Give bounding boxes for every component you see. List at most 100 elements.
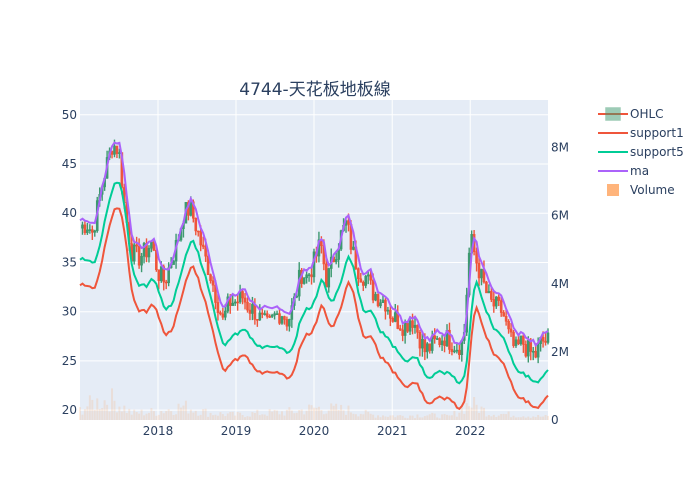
- volume-bar: [140, 409, 143, 420]
- volume-bar: [150, 408, 153, 420]
- volume-bar: [143, 415, 146, 420]
- volume-bar: [386, 416, 389, 420]
- volume-bar: [162, 413, 165, 420]
- candle-body: [273, 313, 276, 316]
- volume-bar: [216, 415, 219, 420]
- y-tick-label: 45: [62, 157, 77, 171]
- volume-bar: [224, 416, 227, 420]
- y-tick-label: 20: [62, 403, 77, 417]
- volume-bar: [261, 414, 264, 420]
- volume-bar: [330, 403, 333, 420]
- candle-body: [236, 301, 239, 304]
- volume-bar: [500, 413, 503, 420]
- candle-body: [288, 319, 291, 327]
- candle-body: [88, 229, 92, 231]
- volume-bar: [485, 416, 488, 420]
- x-tick-label: 2020: [299, 424, 330, 438]
- candle-body: [485, 281, 488, 294]
- candle-body: [219, 312, 222, 315]
- volume-bar: [379, 417, 382, 420]
- candle-body: [544, 340, 547, 343]
- y2-tick-label: 8M: [551, 141, 569, 155]
- volume-bar: [315, 407, 318, 420]
- candle-body: [206, 255, 210, 276]
- candle-body: [376, 294, 380, 307]
- volume-bar: [436, 417, 439, 420]
- y-tick-label: 25: [62, 354, 77, 368]
- volume-bar: [88, 395, 91, 420]
- candle-body: [327, 268, 331, 288]
- volume-bar: [475, 404, 478, 420]
- volume-bar: [416, 414, 419, 420]
- volume-bar: [495, 417, 498, 420]
- candle-body: [150, 241, 153, 249]
- candle-body: [389, 309, 392, 319]
- volume-bar: [192, 412, 195, 420]
- volume-bar: [514, 417, 517, 420]
- candle-body: [310, 274, 313, 278]
- legend-item[interactable]: ma: [598, 164, 649, 178]
- volume-bar: [391, 415, 394, 420]
- volume-bar: [384, 416, 387, 420]
- candle-body: [531, 350, 535, 353]
- volume-bar: [337, 410, 340, 420]
- candle-body: [541, 337, 545, 342]
- volume-bar: [278, 414, 281, 420]
- legend-label: support5: [630, 145, 684, 159]
- volume-bar: [288, 407, 291, 420]
- volume-bar: [423, 416, 426, 420]
- candle-body: [172, 260, 175, 265]
- volume-bar: [458, 412, 461, 420]
- volume-bar: [453, 410, 456, 420]
- volume-bar: [86, 406, 89, 420]
- volume-bar: [512, 415, 515, 420]
- legend-item[interactable]: OHLC: [598, 107, 664, 121]
- volume-bar: [327, 410, 330, 420]
- legend-label: support1: [630, 126, 684, 140]
- volume-bar: [221, 414, 224, 420]
- legend-item[interactable]: support1: [598, 126, 684, 140]
- volume-bar: [381, 415, 384, 420]
- volume-bar: [103, 400, 106, 420]
- volume-bar: [369, 413, 372, 420]
- volume-bar: [147, 412, 150, 420]
- volume-bar: [396, 415, 399, 420]
- volume-bar: [202, 409, 205, 420]
- candle-body: [381, 299, 385, 304]
- y-tick-label: 50: [62, 108, 77, 122]
- volume-bar: [108, 411, 111, 420]
- candle-body: [211, 280, 215, 286]
- candle-body: [512, 331, 515, 346]
- candle-body: [135, 244, 138, 247]
- volume-bar: [209, 412, 212, 420]
- volume-bar: [155, 415, 158, 420]
- volume-bar: [157, 414, 160, 420]
- volume-bar: [295, 412, 298, 420]
- x-tick-label: 2018: [143, 424, 174, 438]
- volume-bar: [305, 410, 308, 420]
- legend[interactable]: OHLC support1 support5 ma Volume: [598, 107, 684, 197]
- candle-body: [458, 349, 461, 355]
- volume-bar: [354, 414, 357, 420]
- candle-body: [204, 246, 207, 257]
- volume-bar: [182, 405, 185, 420]
- volume-bar: [98, 409, 101, 420]
- volume-bar: [502, 413, 505, 420]
- volume-bar: [133, 409, 136, 420]
- candle-body: [189, 201, 193, 216]
- legend-item[interactable]: support5: [598, 145, 684, 159]
- candle-body: [408, 320, 412, 332]
- legend-item[interactable]: Volume: [607, 183, 675, 197]
- volume-bar: [460, 407, 463, 420]
- volume-bar: [529, 417, 532, 420]
- volume-bar: [170, 411, 173, 420]
- candle-body: [263, 313, 267, 315]
- volume-bar: [189, 409, 192, 420]
- volume-bar: [322, 414, 325, 420]
- candle-body: [361, 282, 365, 286]
- volume-bar: [280, 411, 283, 420]
- support1-line: [79, 207, 549, 411]
- candle-body: [536, 343, 540, 358]
- volume-bar: [271, 411, 274, 420]
- volume-bar: [426, 415, 429, 420]
